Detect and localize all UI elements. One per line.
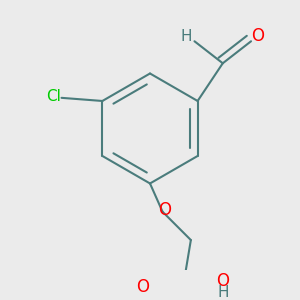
Text: H: H	[181, 29, 192, 44]
Text: O: O	[216, 272, 230, 290]
Text: Cl: Cl	[46, 89, 61, 104]
Text: O: O	[136, 278, 150, 296]
Text: O: O	[158, 201, 171, 219]
Text: H: H	[217, 285, 229, 300]
Text: O: O	[251, 27, 265, 45]
